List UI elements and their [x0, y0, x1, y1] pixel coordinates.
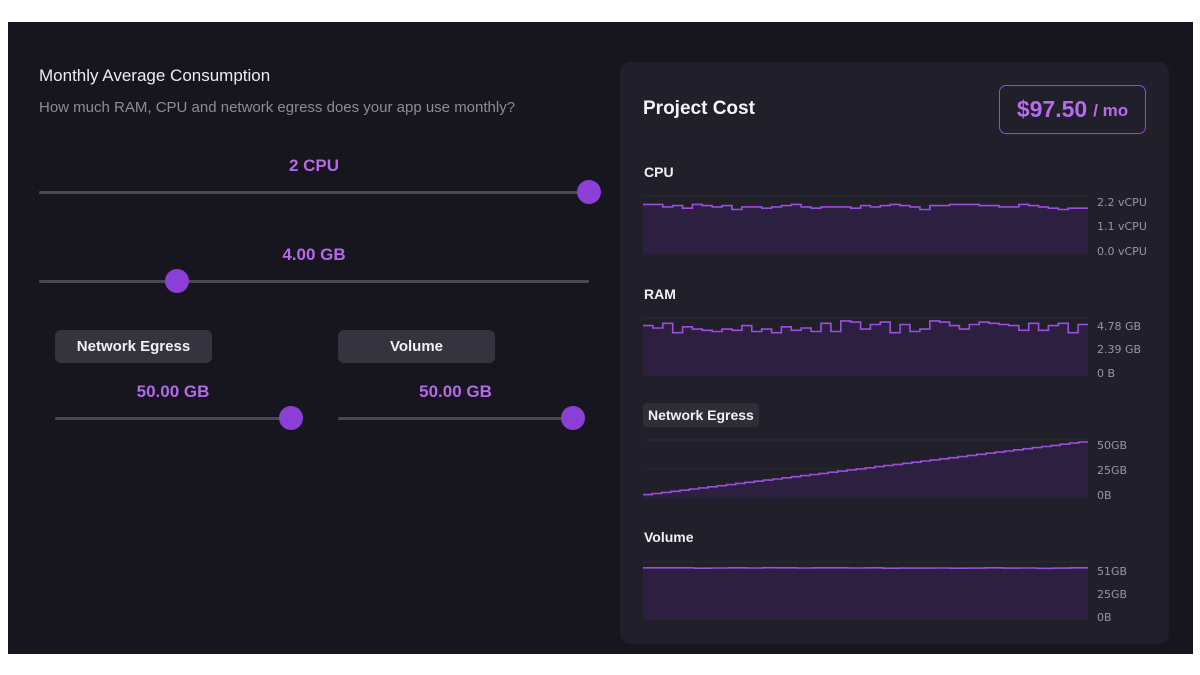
- cpu-slider-thumb[interactable]: [577, 180, 601, 204]
- network-egress-chart-label: Network Egress: [643, 403, 759, 427]
- chart-series-line: [643, 441, 1088, 496]
- cpu-tick-mid: 1.1 vCPU: [1097, 220, 1147, 233]
- consumption-subtitle: How much RAM, CPU and network egress doe…: [39, 99, 516, 116]
- network-egress-tick-min: 0B: [1097, 489, 1112, 502]
- network-egress-label: Network Egress: [55, 330, 212, 363]
- chart-area: [643, 567, 1088, 620]
- volume-value: 50.00 GB: [419, 382, 492, 401]
- ram-chart: [643, 317, 1088, 376]
- ram-tick-max: 4.78 GB: [1097, 320, 1142, 333]
- volume-chart-label: Volume: [644, 529, 694, 545]
- volume-label: Volume: [338, 330, 495, 363]
- cpu-slider-track[interactable]: [39, 191, 589, 194]
- volume-tick-mid: 25GB: [1097, 588, 1128, 601]
- price-amount: $97.50: [1016, 96, 1088, 122]
- consumption-title: Monthly Average Consumption: [39, 66, 271, 85]
- network-egress-tick-mid: 25GB: [1097, 464, 1128, 477]
- network-egress-slider-thumb[interactable]: [279, 406, 303, 430]
- ram-slider-track[interactable]: [39, 280, 589, 283]
- ram-value: 4.00 GB: [282, 245, 346, 264]
- ram-chart-label: RAM: [644, 286, 676, 302]
- chart-series-line: [643, 320, 1088, 334]
- cpu-value: 2 CPU: [288, 156, 340, 175]
- price-badge: $97.50 / mo: [999, 85, 1146, 134]
- ram-tick-mid: 2.39 GB: [1097, 343, 1142, 356]
- network-egress-tick-max: 50GB: [1097, 439, 1128, 452]
- network-egress-value: 50.00 GB: [136, 382, 210, 401]
- network-egress-chart: [643, 439, 1088, 498]
- ram-tick-min: 0 B: [1097, 367, 1116, 380]
- project-cost-title: Project Cost: [643, 98, 755, 119]
- chart-area: [643, 204, 1088, 254]
- volume-tick-min: 0B: [1097, 611, 1112, 624]
- chart-series-line: [643, 203, 1088, 211]
- cpu-chart: [643, 195, 1088, 254]
- cpu-chart-label: CPU: [644, 164, 674, 180]
- price-period: / mo: [1093, 101, 1129, 120]
- volume-slider-thumb[interactable]: [561, 406, 585, 430]
- cpu-tick-min: 0.0 vCPU: [1097, 245, 1147, 258]
- network-egress-slider-track[interactable]: [55, 417, 291, 420]
- volume-tick-max: 51GB: [1097, 565, 1128, 578]
- cpu-tick-max: 2.2 vCPU: [1097, 196, 1147, 209]
- chart-area: [643, 320, 1088, 376]
- volume-slider-track[interactable]: [338, 417, 573, 420]
- ram-slider-thumb[interactable]: [164, 269, 189, 293]
- volume-chart: [643, 561, 1088, 620]
- chart-series-line: [643, 566, 1088, 570]
